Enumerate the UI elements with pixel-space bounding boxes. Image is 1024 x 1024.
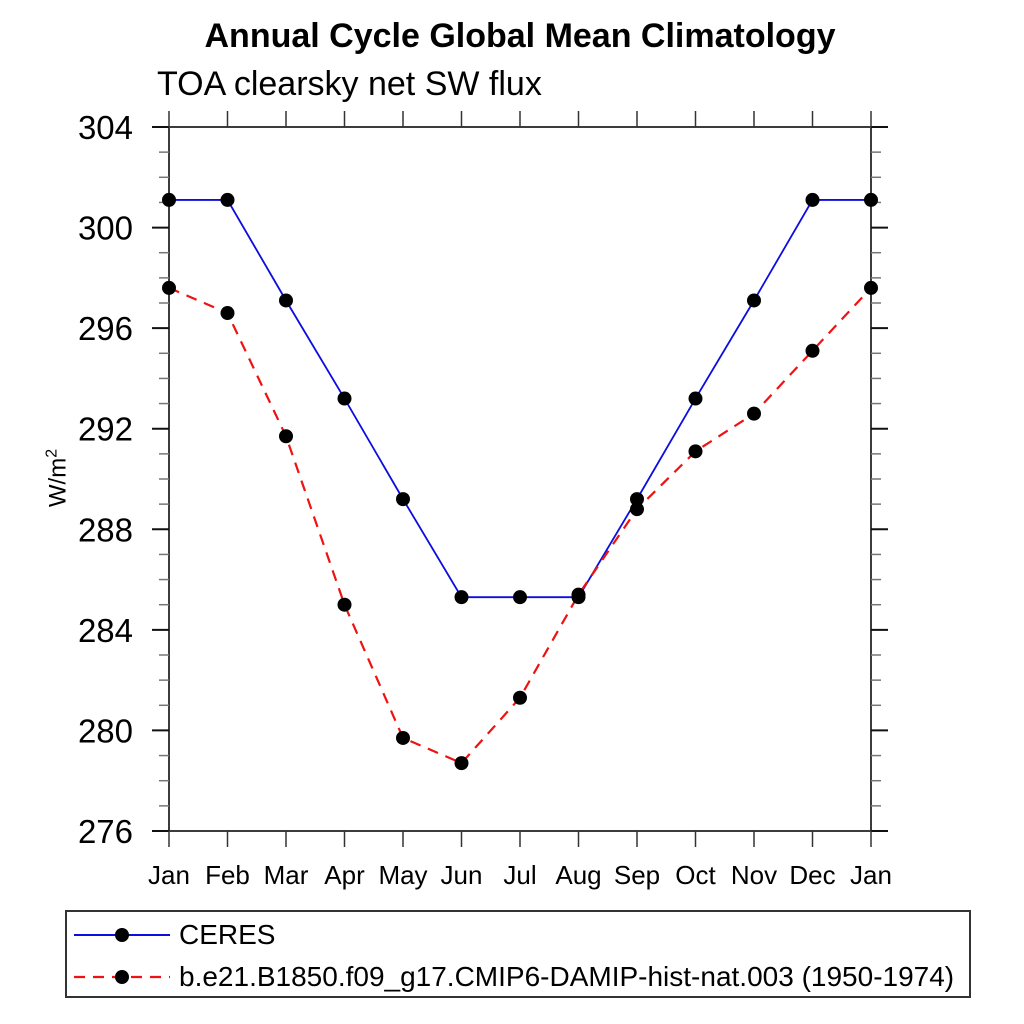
data-point-marker — [220, 306, 235, 321]
y-tick-label: 296 — [78, 310, 133, 347]
x-tick-label: Sep — [614, 860, 660, 890]
y-tick-label: 304 — [78, 109, 133, 146]
data-point-marker — [747, 406, 761, 421]
data-point-marker — [396, 492, 410, 507]
y-tick-label: 292 — [78, 411, 133, 448]
data-point-marker — [220, 192, 235, 207]
legend: CERES b.e21.B1850.f09_g17.CMIP6-DAMIP-hi… — [65, 910, 971, 998]
x-tick-label: Apr — [324, 860, 365, 890]
data-point-marker — [688, 444, 703, 459]
data-point-marker — [864, 192, 878, 207]
data-point-marker — [805, 192, 820, 207]
data-point-marker — [630, 492, 644, 507]
chart-title: Annual Cycle Global Mean Climatology — [204, 17, 836, 55]
data-point-marker — [396, 730, 410, 745]
x-tick-label: Jan — [148, 860, 190, 890]
data-point-marker — [454, 756, 469, 771]
data-point-marker — [337, 597, 352, 612]
series-line-0 — [169, 199, 871, 599]
data-point-marker — [571, 587, 586, 602]
legend-line-sample-dashed — [74, 970, 170, 984]
data-point-marker — [279, 429, 293, 444]
data-point-marker — [162, 192, 176, 207]
legend-entry-ceres: CERES — [74, 919, 276, 950]
y-tick-label: 284 — [78, 612, 133, 649]
data-point-marker — [688, 391, 703, 406]
data-point-marker — [454, 590, 469, 605]
data-point-marker — [805, 343, 820, 358]
data-point-marker — [279, 293, 293, 308]
data-point-marker — [513, 690, 527, 705]
y-tick-label: 288 — [78, 511, 133, 548]
y-tick-label: 280 — [78, 712, 133, 749]
x-tick-label: Dec — [789, 860, 835, 890]
data-point-marker — [630, 502, 644, 517]
x-tick-label: Jul — [503, 860, 536, 890]
plot-frame — [168, 126, 872, 832]
legend-label-model: b.e21.B1850.f09_g17.CMIP6-DAMIP-hist-nat… — [179, 961, 955, 992]
x-tick-label: Aug — [555, 860, 601, 890]
y-tick-label: 300 — [78, 210, 133, 247]
x-tick-label: Oct — [675, 860, 716, 890]
data-point-marker — [747, 293, 761, 308]
legend-line-sample-solid — [74, 928, 170, 942]
x-tick-label: Nov — [731, 860, 777, 890]
x-tick-label: Jan — [850, 860, 892, 890]
legend-label-ceres: CERES — [179, 919, 276, 950]
data-point-marker — [864, 280, 878, 295]
x-tick-label: May — [378, 860, 427, 890]
y-tick-label: 276 — [78, 813, 133, 850]
legend-entry-model: b.e21.B1850.f09_g17.CMIP6-DAMIP-hist-nat… — [74, 961, 955, 992]
data-point-marker — [162, 280, 176, 295]
data-point-marker — [513, 590, 527, 605]
x-tick-label: Feb — [205, 860, 250, 890]
x-tick-label: Mar — [264, 860, 309, 890]
x-tick-label: Jun — [441, 860, 483, 890]
chart-subtitle: TOA clearsky net SW flux — [157, 65, 542, 103]
data-point-marker — [337, 391, 352, 406]
